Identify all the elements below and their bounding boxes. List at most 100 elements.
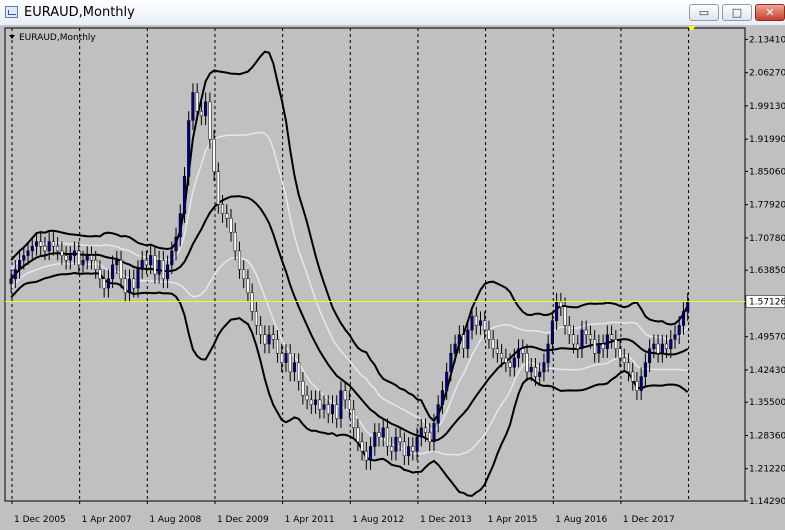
chart-shift-marker-icon: [687, 26, 696, 31]
candle-body: [81, 259, 85, 266]
candle-body: [402, 441, 406, 457]
candle-body: [512, 357, 516, 368]
candle-body: [567, 325, 571, 335]
candle-body: [98, 269, 102, 280]
chart-menu-triangle-icon: [9, 35, 15, 39]
candle-body: [614, 339, 618, 349]
candle-body: [377, 432, 381, 438]
candle-body: [305, 394, 309, 401]
x-axis-label: 1 Aug 2008: [149, 515, 201, 525]
candle-body: [550, 320, 554, 345]
candle-body: [470, 315, 474, 331]
y-axis-label: 2.13410: [749, 35, 785, 45]
x-axis-label: 1 Apr 2007: [82, 515, 132, 525]
candle-body: [597, 343, 601, 354]
candle-body: [368, 446, 373, 461]
candle-body: [487, 329, 491, 340]
x-axis-label: 1 Dec 2009: [217, 515, 269, 525]
y-axis-label: 1.99130: [749, 102, 785, 112]
candle-body: [157, 259, 161, 275]
candle-body: [212, 138, 216, 172]
candle-body: [242, 269, 246, 280]
price-chart[interactable]: 2.13410 2.06270 1.99130 1.91990 1.85060 1.779…: [0, 26, 785, 530]
candle-body: [250, 292, 254, 312]
candle-body: [546, 343, 550, 363]
chart-area[interactable]: 2.13410 2.06270 1.99130 1.91990 1.85060 1.779…: [0, 26, 785, 530]
candle-body: [85, 255, 89, 261]
candle-body: [656, 343, 660, 354]
maximize-button[interactable]: □: [722, 4, 752, 21]
candle-body: [356, 427, 360, 443]
candle-body: [390, 446, 394, 452]
y-axis-label: 1.85060: [749, 167, 785, 177]
candle-body: [229, 218, 233, 233]
current-price-label: 1.57126: [749, 298, 785, 308]
candle-body: [622, 357, 626, 363]
y-axis-label: 1.77920: [749, 201, 785, 211]
candle-body: [119, 259, 123, 280]
candle-body: [144, 259, 148, 266]
candle-body: [47, 241, 51, 252]
candle-body: [449, 353, 453, 373]
candle-body: [571, 334, 576, 345]
candle-body: [483, 320, 487, 331]
candle-body: [292, 362, 296, 373]
band-upper-inner: [10, 131, 689, 432]
band-upper-outer: [10, 50, 689, 423]
candle-body: [500, 353, 504, 359]
candle-body: [360, 441, 364, 452]
candle-body: [652, 343, 656, 349]
minimize-button[interactable]: ▭: [689, 4, 719, 21]
candle-body: [22, 255, 26, 261]
candle-body: [415, 436, 419, 452]
candle-body: [664, 343, 669, 349]
candle-body: [428, 432, 432, 443]
candle-body: [267, 334, 271, 345]
candle-body: [237, 250, 242, 270]
candle-body: [563, 306, 567, 326]
candle-body: [610, 334, 614, 340]
window-titlebar: EURAUD,Monthly ▭ □ ✕: [0, 0, 785, 26]
candle-body: [123, 278, 127, 294]
candle-body: [542, 362, 546, 373]
candle-body: [457, 334, 461, 345]
candle-body: [584, 329, 588, 335]
y-axis-label: 1.91990: [749, 135, 785, 145]
close-button[interactable]: ✕: [755, 4, 785, 21]
candle-body: [187, 120, 191, 177]
candle-body: [330, 404, 335, 415]
candle-body: [440, 390, 444, 405]
candle-body: [516, 348, 521, 359]
candle-body: [297, 362, 301, 382]
candle-body: [132, 278, 136, 289]
candle-body: [18, 259, 22, 270]
y-axis-label: 1.63850: [749, 266, 785, 276]
candle-body: [30, 245, 34, 252]
candle-body: [106, 278, 110, 289]
candle-body: [178, 213, 182, 238]
candle-body: [508, 362, 512, 368]
candle-body: [495, 348, 499, 354]
candle-body: [72, 250, 77, 256]
candle-body: [102, 278, 106, 289]
x-axis-label: 1 Dec 2017: [623, 515, 675, 525]
candle-body: [411, 446, 415, 452]
y-axis-label: 2.06270: [749, 69, 785, 79]
y-axis-label: 1.28360: [749, 431, 785, 441]
chart-header: EURAUD,Monthly: [19, 33, 96, 43]
candle-body: [326, 404, 330, 415]
candle-body: [525, 353, 529, 373]
candle-body: [491, 339, 495, 349]
candle-body: [669, 339, 673, 349]
candle-body: [593, 339, 597, 354]
candle-body: [533, 367, 538, 377]
candle-body: [225, 213, 229, 219]
candle-body: [681, 311, 686, 326]
candle-body: [635, 381, 639, 391]
candle-body: [166, 264, 170, 280]
candle-body: [580, 329, 584, 349]
candle-body: [521, 348, 525, 354]
candle-body: [626, 362, 631, 373]
candle-body: [423, 427, 428, 433]
y-axis-label: 1.70780: [749, 234, 785, 244]
